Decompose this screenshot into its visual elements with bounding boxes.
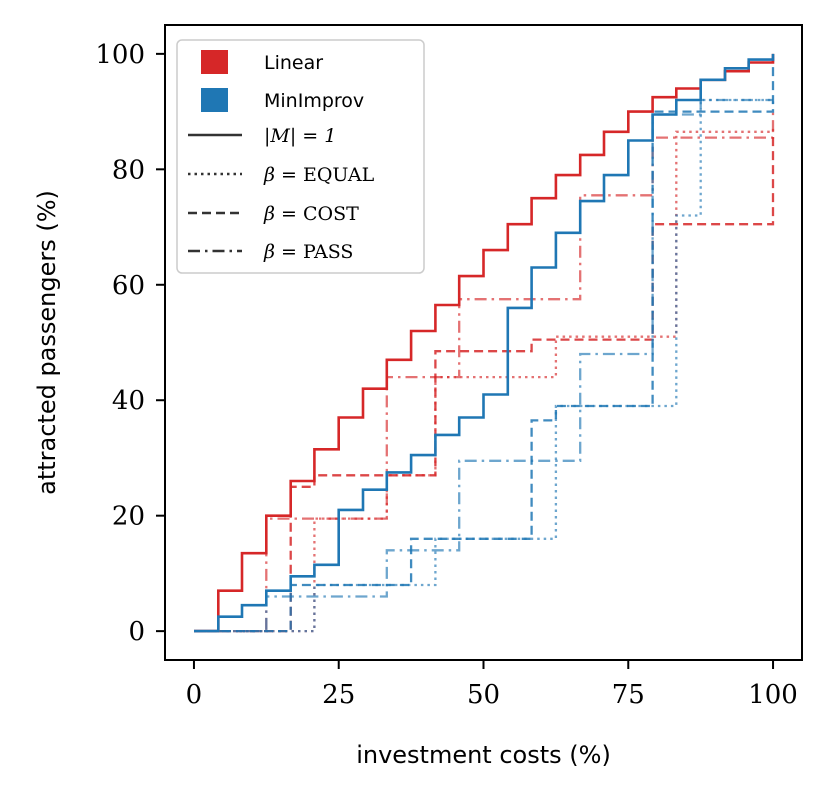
x-tick-label: 0 bbox=[186, 680, 203, 710]
series-layer bbox=[194, 53, 775, 633]
series-line-minimprov-solid bbox=[194, 53, 775, 633]
legend-label-linear: Linear bbox=[264, 52, 323, 74]
x-tick-label: 25 bbox=[322, 680, 355, 710]
y-tick-label: 20 bbox=[112, 502, 145, 532]
x-tick-label: 50 bbox=[467, 680, 500, 710]
x-axis-label: investment costs (%) bbox=[356, 741, 611, 769]
legend-label-pass: β = PASS bbox=[263, 241, 353, 263]
y-tick-label: 100 bbox=[95, 40, 145, 70]
y-tick-label: 0 bbox=[128, 617, 145, 647]
series-line-minimprov-dotted bbox=[194, 98, 775, 633]
legend-beta-pass: β = bbox=[263, 241, 303, 263]
y-tick-label: 40 bbox=[112, 386, 145, 416]
x-tick-label: 100 bbox=[748, 680, 798, 710]
series-line-linear-solid bbox=[194, 53, 775, 633]
legend: Linear MinImprov |M| = 1 β = EQUAL β = C… bbox=[176, 39, 425, 274]
legend-swatch-minimprov bbox=[201, 88, 228, 112]
legend-text-equal: EQUAL bbox=[303, 164, 375, 186]
y-tick-label: 60 bbox=[112, 271, 145, 301]
legend-label-single-module: |M| = 1 bbox=[264, 125, 336, 147]
legend-swatch-linear bbox=[201, 50, 228, 74]
x-tick-label: 75 bbox=[612, 680, 645, 710]
y-axis-label: attracted passengers (%) bbox=[33, 190, 61, 495]
legend-text-pass: PASS bbox=[303, 241, 353, 263]
series-line-minimprov-dashdot bbox=[194, 98, 773, 633]
legend-beta-cost: β = bbox=[263, 203, 303, 225]
legend-label-minimprov: MinImprov bbox=[264, 90, 364, 112]
legend-label-equal: β = EQUAL bbox=[263, 164, 375, 186]
legend-text-cost: COST bbox=[303, 203, 359, 225]
y-tick-label: 80 bbox=[112, 155, 145, 185]
legend-frame bbox=[176, 39, 425, 274]
legend-beta-equal: β = bbox=[263, 164, 303, 186]
legend-label-cost: β = COST bbox=[263, 203, 359, 225]
ticks-layer: 0 25 50 75 100 0 20 40 60 80 100 bbox=[95, 40, 798, 710]
